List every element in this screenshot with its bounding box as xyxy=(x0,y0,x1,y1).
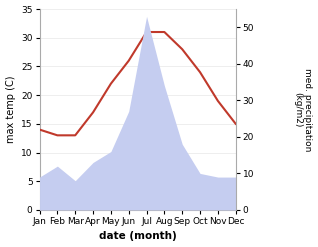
Y-axis label: med. precipitation
(kg/m2): med. precipitation (kg/m2) xyxy=(293,68,313,151)
Y-axis label: max temp (C): max temp (C) xyxy=(5,76,16,143)
X-axis label: date (month): date (month) xyxy=(99,231,176,242)
